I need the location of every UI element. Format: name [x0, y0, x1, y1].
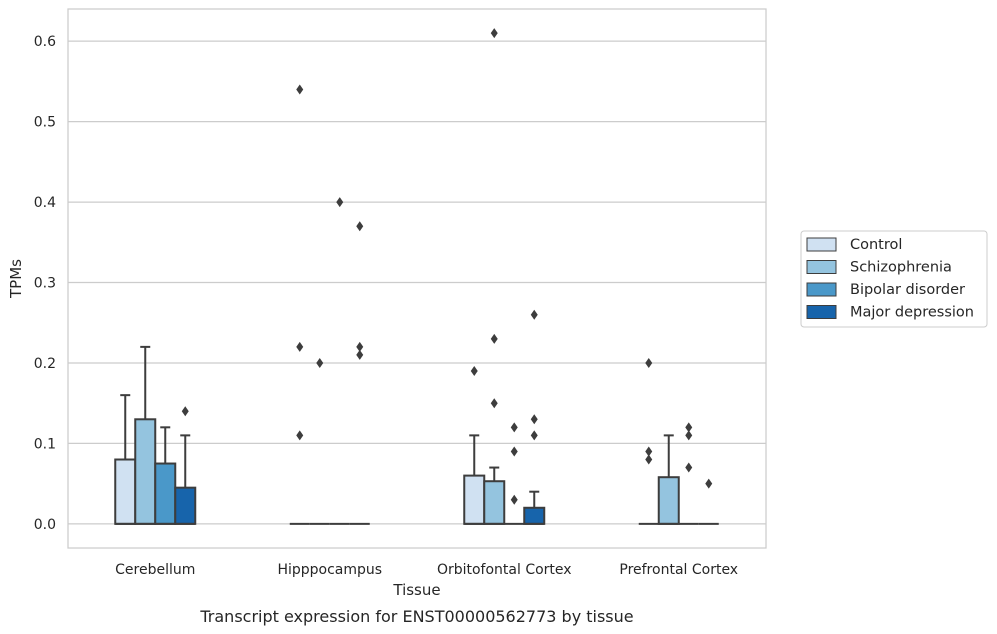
data-marks — [114, 28, 719, 525]
box — [114, 458, 137, 525]
legend-swatch — [806, 282, 837, 297]
outlier-point — [645, 357, 653, 368]
x-axis-title: Tissue — [392, 581, 440, 599]
outlier-point — [490, 28, 498, 39]
outlier-point — [356, 349, 364, 360]
box-group — [349, 221, 370, 525]
y-tick-label: 0.1 — [34, 436, 56, 452]
outlier-point — [470, 366, 478, 377]
outlier-point — [530, 309, 538, 320]
box-group — [329, 197, 350, 525]
box — [463, 474, 486, 525]
figure-caption: Transcript expression for ENST0000056277… — [199, 607, 633, 626]
box-group — [483, 28, 506, 525]
outlier-point — [510, 494, 518, 505]
box — [134, 418, 157, 525]
legend-label: Bipolar disorder — [850, 282, 965, 298]
legend-swatch — [806, 237, 837, 252]
box — [154, 462, 177, 525]
legend-label: Schizophrenia — [850, 260, 952, 276]
plot-area-frame — [67, 8, 767, 549]
box-group — [174, 406, 197, 525]
box-group — [523, 309, 546, 525]
box-group — [657, 434, 680, 525]
box-group — [504, 422, 525, 525]
outlier-point — [490, 333, 498, 344]
outlier-point — [336, 197, 344, 208]
outlier-point — [490, 398, 498, 409]
box — [523, 506, 546, 525]
outlier-point — [645, 454, 653, 465]
box-group — [289, 84, 310, 525]
outlier-point — [685, 422, 693, 433]
x-tick-label: Hipppocampus — [277, 562, 382, 578]
y-tick-label: 0.4 — [34, 195, 56, 211]
y-axis-ticks: 0.0 0.1 0.2 0.3 0.4 0.5 0.6 — [34, 34, 56, 533]
y-tick-label: 0.5 — [34, 115, 56, 131]
box-group — [638, 357, 659, 525]
box-group — [463, 366, 486, 525]
outlier-point — [316, 357, 324, 368]
x-tick-label: Prefrontal Cortex — [619, 562, 738, 578]
outlier-point — [356, 221, 364, 232]
y-tick-label: 0.3 — [34, 276, 56, 292]
outlier-point — [645, 446, 653, 457]
legend-swatch — [806, 260, 837, 274]
outlier-point — [181, 406, 189, 417]
y-axis-title: TPMs — [7, 259, 25, 299]
x-tick-label: Orbitofontal Cortex — [437, 562, 572, 578]
box — [483, 480, 506, 525]
outlier-point — [685, 430, 693, 441]
legend-swatch — [806, 305, 837, 319]
outlier-point — [685, 462, 693, 473]
x-axis-ticks: Cerebellum Hipppocampus Orbitofontal Corte… — [115, 562, 738, 578]
box — [174, 486, 197, 525]
outlier-point — [530, 414, 538, 425]
box-group — [698, 478, 719, 525]
box-group — [114, 394, 137, 525]
legend-label: Control — [850, 237, 902, 253]
outlier-point — [296, 84, 304, 95]
outlier-point — [510, 446, 518, 457]
y-tick-label: 0.6 — [34, 34, 56, 50]
box — [657, 476, 680, 525]
legend-frame — [800, 230, 988, 328]
legend-label: Major depression — [850, 305, 974, 321]
legend: Control Schizophrenia Bipolar disorder Majo… — [800, 230, 988, 328]
box-group — [678, 422, 699, 525]
outlier-point — [356, 341, 364, 352]
outlier-point — [296, 341, 304, 352]
y-tick-label: 0.0 — [34, 517, 56, 533]
box-group — [309, 357, 330, 525]
outlier-point — [510, 422, 518, 433]
outlier-point — [530, 430, 538, 441]
y-tick-label: 0.2 — [34, 356, 56, 372]
outlier-point — [296, 430, 304, 441]
outlier-point — [705, 478, 713, 489]
x-tick-label: Cerebellum — [115, 562, 195, 578]
